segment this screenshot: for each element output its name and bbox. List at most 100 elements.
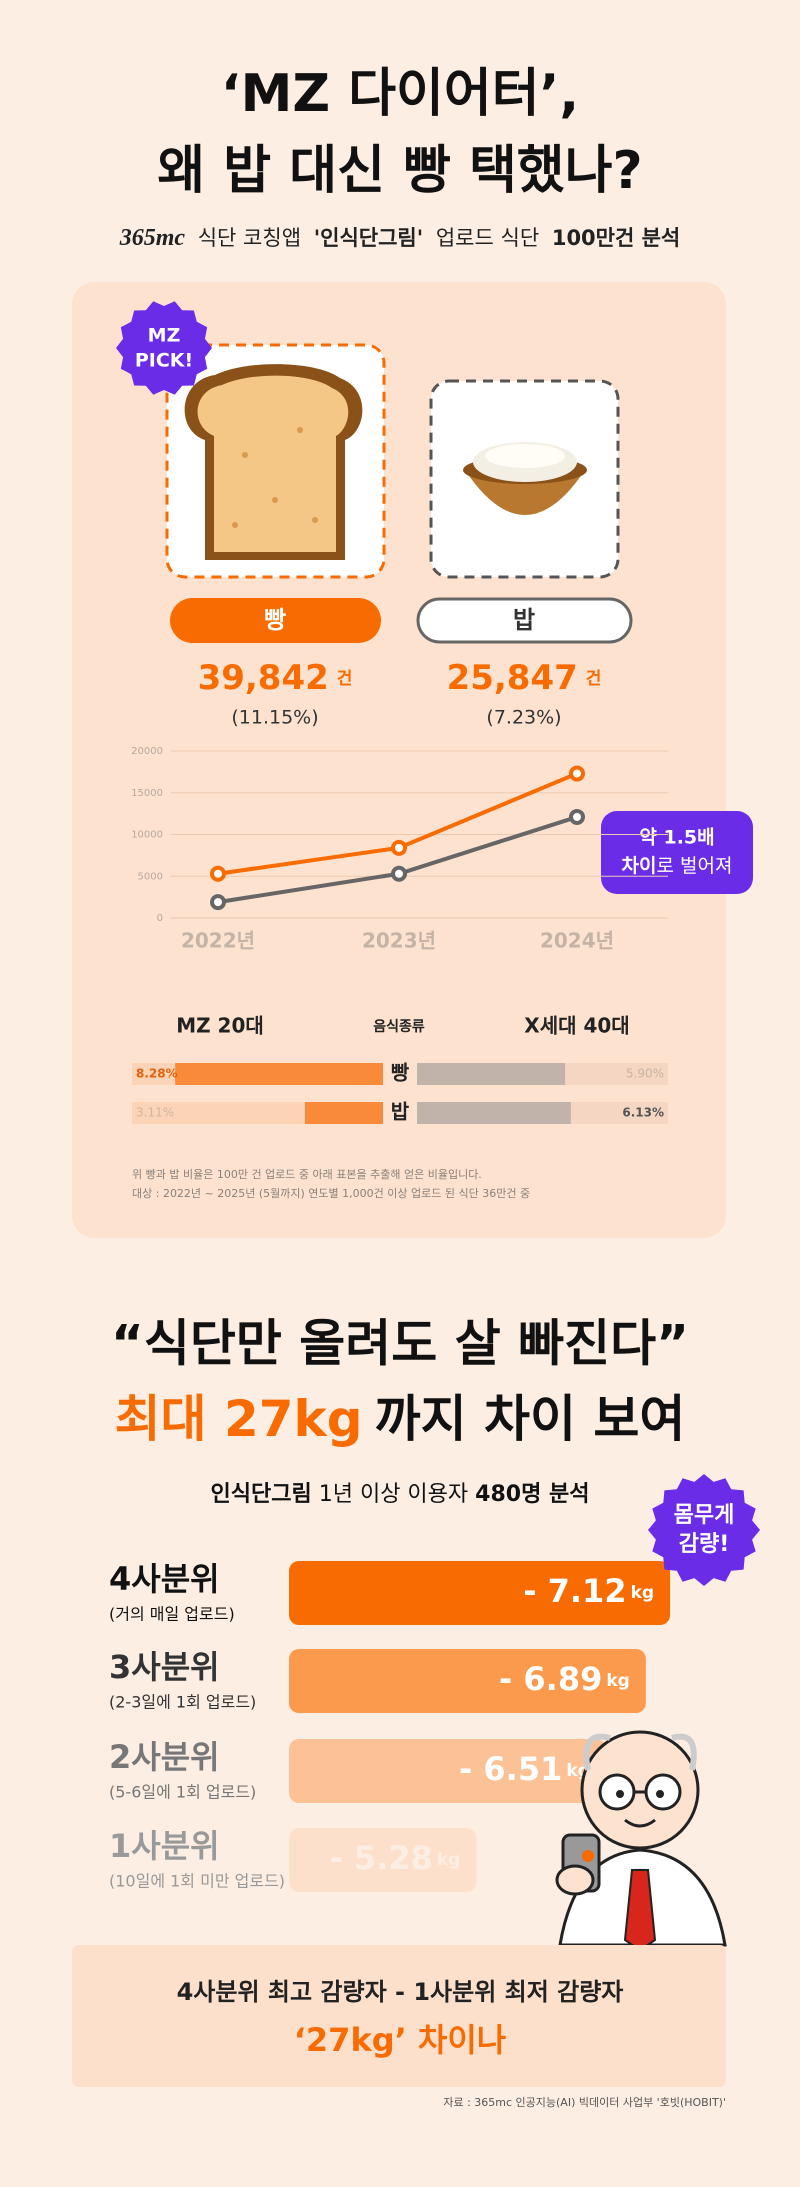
y-tick-label: 15000 [131, 788, 163, 799]
category-label: 밥 [391, 1100, 410, 1124]
category-sub: (2-3일에 1회 업로드) [109, 1693, 256, 1712]
point [569, 808, 585, 825]
count-unit: 건 [586, 669, 602, 689]
title-line: ‘MZ 다이어터’, [221, 64, 579, 124]
subtitle-part: '인식단그림' [314, 226, 423, 250]
y-tick-label: 10000 [131, 830, 163, 841]
value-text: - 5.28 [330, 1839, 433, 1877]
point [391, 839, 407, 856]
summary: 4사분위 최고 감량자 - 1사분위 최저 감량자 [177, 1978, 624, 2006]
value-label: 3.11% [136, 1106, 174, 1120]
value-text: - 7.12 [523, 1572, 626, 1610]
value-text: - 6.51 [459, 1750, 562, 1788]
badge-text: PICK! [135, 350, 193, 372]
count-value: 39,842 [198, 658, 329, 698]
pill-text: 빵 [264, 606, 286, 634]
title-accent: 최대 27kg [115, 1390, 363, 1448]
category-label: 2사분위 [109, 1738, 220, 1776]
value-label: - 7.12 kg [523, 1572, 654, 1610]
summary-accent: ‘27kg’ 차이나 [294, 2021, 507, 2059]
pill-text: 밥 [513, 606, 535, 634]
pill [170, 598, 381, 643]
subtitle-part: 식단 코칭앱 [198, 226, 301, 250]
count: 39,842 건 [198, 658, 353, 698]
title-line: 왜 밥 대신 빵 택했나? [157, 141, 642, 201]
badge-text: 몸무게 [674, 1503, 735, 1528]
value-label: - 5.28 kg [330, 1839, 461, 1877]
bar [289, 1828, 477, 1892]
point [210, 894, 226, 911]
annotation-part: 차이 [622, 855, 657, 877]
footnote: 대상 : 2022년 ~ 2025년 (5월까지) 연도별 1,000건 이상 … [132, 1187, 530, 1200]
subtitle-part: 1년 이상 이용자 [319, 1482, 468, 1507]
x-tick-label: 2023년 [362, 929, 436, 953]
badge [116, 301, 212, 395]
column-header: 음식종류 [373, 1019, 425, 1035]
category-label: 4사분위 [109, 1560, 220, 1598]
point [569, 765, 585, 782]
count-value: 25,847 [447, 658, 578, 698]
category-sub: (5-6일에 1회 업로드) [109, 1783, 256, 1802]
value-text: - 6.89 [499, 1660, 602, 1698]
section-title: 최대 27kg 까지 차이 보여 [115, 1390, 686, 1448]
bar [289, 1649, 646, 1713]
rice-icon [463, 442, 587, 515]
value-label: - 6.89 kg [499, 1660, 630, 1698]
y-tick-label: 5000 [138, 871, 163, 882]
character [555, 1730, 727, 1952]
source: 자료 : 365mc 인공지능(AI) 빅데이터 사업부 '호빗(HOBIT)' [443, 2096, 726, 2109]
footnote: 위 빵과 밥 비율은 100만 건 업로드 중 아래 표본을 추출해 얻은 비율… [132, 1167, 482, 1181]
section-subtitle: 인식단그림 1년 이상 이용자 480명 분석 [211, 1482, 590, 1507]
value-unit: kg [631, 1583, 654, 1603]
share: (7.23%) [486, 707, 561, 729]
bar [175, 1063, 383, 1085]
category-sub: (10일에 1회 미만 업로드) [109, 1872, 285, 1891]
value-label: 5.90% [626, 1067, 664, 1081]
value-label: 6.13% [622, 1106, 664, 1120]
share: (11.15%) [231, 707, 318, 729]
bread-icon [184, 364, 363, 560]
pill [416, 597, 633, 644]
bar [289, 1561, 671, 1625]
badge-text: 감량! [679, 1532, 730, 1557]
value-unit: kg [606, 1671, 629, 1691]
bar [417, 1102, 571, 1124]
column-header: X세대 40대 [524, 1014, 629, 1038]
point [391, 865, 407, 882]
bar [289, 1739, 606, 1803]
subtitle-part: 인식단그림 [211, 1482, 312, 1507]
value-label: 8.28% [136, 1067, 178, 1081]
logo: 365mc [119, 225, 186, 251]
category-label: 3사분위 [109, 1648, 220, 1686]
value-unit: kg [437, 1850, 460, 1870]
annotation-box [601, 811, 753, 894]
subtitle: 365mc 식단 코칭앱 '인식단그림' 업로드 식단 100만건 분석 [119, 225, 681, 251]
point [210, 865, 226, 882]
count-unit: 건 [337, 669, 353, 689]
category-sub: (거의 매일 업로드) [109, 1605, 235, 1624]
value-label: - 6.51 kg [459, 1750, 590, 1788]
column-header: MZ 20대 [176, 1014, 264, 1038]
section-title: “식단만 올려도 살 빠진다” [111, 1315, 689, 1373]
category-label: 빵 [391, 1061, 410, 1085]
annotation: 차이로 벌어져 [622, 855, 733, 877]
summary-box [72, 1945, 726, 2087]
x-tick-label: 2022년 [181, 929, 255, 953]
badge-text: MZ [148, 325, 181, 347]
badge [648, 1474, 760, 1586]
x-tick-label: 2024년 [540, 929, 614, 953]
count: 25,847 건 [447, 658, 602, 698]
bar [417, 1063, 566, 1085]
subtitle-part: 480명 분석 [475, 1482, 589, 1507]
subtitle-part: 업로드 식단 [436, 226, 539, 250]
annotation-part: 로 벌어져 [657, 855, 733, 877]
annotation: 약 1.5배 [639, 827, 714, 849]
subtitle-part: 100만건 분석 [552, 226, 680, 250]
title-part: 까지 차이 보여 [375, 1390, 686, 1448]
bar [304, 1102, 383, 1124]
category-label: 1사분위 [109, 1827, 220, 1865]
y-tick-label: 20000 [131, 746, 163, 757]
y-tick-label: 0 [157, 913, 163, 924]
